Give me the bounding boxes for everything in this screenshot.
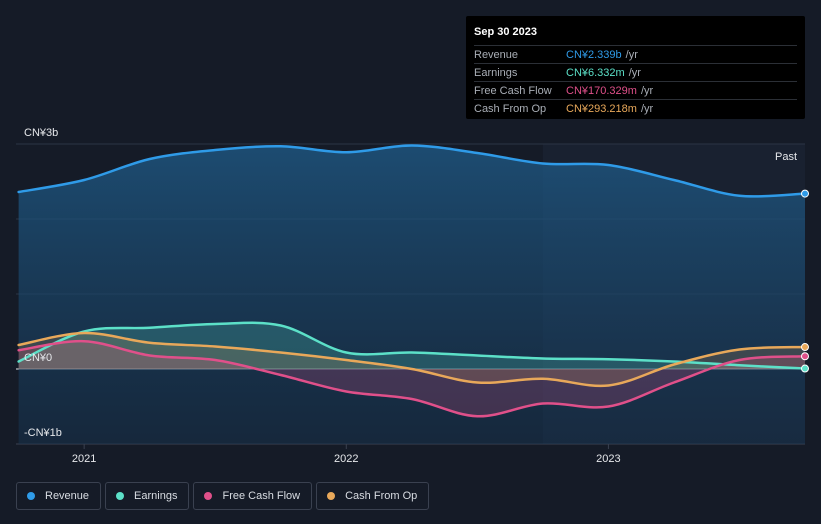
tooltip-value: CN¥2.339b: [566, 48, 622, 61]
legend-item-cash-from-op[interactable]: Cash From Op: [316, 482, 430, 510]
legend-item-earnings[interactable]: Earnings: [105, 482, 190, 510]
tooltip: Sep 30 2023 Revenue CN¥2.339b /yr Earnin…: [466, 16, 805, 119]
tooltip-row-revenue: Revenue CN¥2.339b /yr: [474, 45, 797, 63]
legend-dot-icon: [116, 492, 125, 500]
earnings-area: [18, 322, 805, 369]
y-tick-label: -CN¥1b: [24, 427, 62, 439]
tooltip-value: CN¥6.332m: [566, 66, 625, 79]
earnings-end-dot: [801, 364, 809, 373]
x-tick-label: 2022: [334, 453, 358, 465]
cash-from-op-line: [17, 331, 807, 388]
free-cash-flow-area: [18, 341, 805, 417]
earnings-line: [17, 321, 807, 370]
legend-dot-icon: [327, 492, 336, 500]
legend: Revenue Earnings Free Cash Flow Cash Fro…: [16, 482, 430, 510]
legend-label: Cash From Op: [345, 490, 418, 502]
legend-label: Earnings: [134, 490, 178, 502]
series-end-dots: [801, 189, 809, 373]
legend-label: Free Cash Flow: [222, 490, 301, 502]
tooltip-label: Cash From Op: [474, 102, 547, 115]
series-lines: [17, 144, 807, 418]
revenue-end-dot: [801, 189, 809, 198]
tooltip-row-free-cash-flow: Free Cash Flow CN¥170.329m /yr: [474, 81, 797, 99]
x-tick-label: 2021: [72, 453, 96, 465]
legend-label: Revenue: [45, 490, 90, 502]
tooltip-unit: /yr: [640, 102, 654, 115]
y-tick-label: CN¥0: [24, 352, 52, 364]
tooltip-row-cash-from-op: Cash From Op CN¥293.218m /yr: [474, 99, 797, 117]
legend-dot-icon: [27, 492, 35, 500]
tooltip-label: Revenue: [474, 48, 519, 61]
past-label: Past: [775, 151, 797, 163]
revenue-area: [18, 145, 805, 444]
tooltip-row-earnings: Earnings CN¥6.332m /yr: [474, 63, 797, 81]
tooltip-date: Sep 30 2023: [474, 26, 537, 38]
tooltip-value: CN¥170.329m: [566, 84, 637, 97]
legend-dot-icon: [204, 492, 213, 500]
tooltip-unit: /yr: [640, 84, 654, 97]
free-cash-flow-line: [17, 339, 807, 418]
series-areas: [18, 145, 805, 444]
revenue-line: [17, 144, 807, 198]
legend-item-free-cash-flow[interactable]: Free Cash Flow: [193, 482, 313, 510]
legend-item-revenue[interactable]: Revenue: [16, 482, 102, 510]
cash-from-op-area: [18, 332, 805, 386]
cash-from-op-end-dot: [801, 343, 809, 352]
free-cash-flow-end-dot: [801, 352, 809, 361]
tooltip-unit: /yr: [625, 48, 638, 61]
tooltip-unit: /yr: [628, 66, 641, 79]
tooltip-value: CN¥293.218m: [566, 102, 637, 115]
axis-labels: Past CN¥3b CN¥0 -CN¥1b 2021 2022 2023: [24, 127, 797, 465]
tooltip-label: Earnings: [474, 66, 518, 79]
x-tick-label: 2023: [596, 453, 620, 465]
y-tick-label: CN¥3b: [24, 127, 58, 139]
chart: Past CN¥3b CN¥0 -CN¥1b 2021 2022 2023: [16, 127, 809, 465]
tooltip-label: Free Cash Flow: [474, 84, 552, 97]
